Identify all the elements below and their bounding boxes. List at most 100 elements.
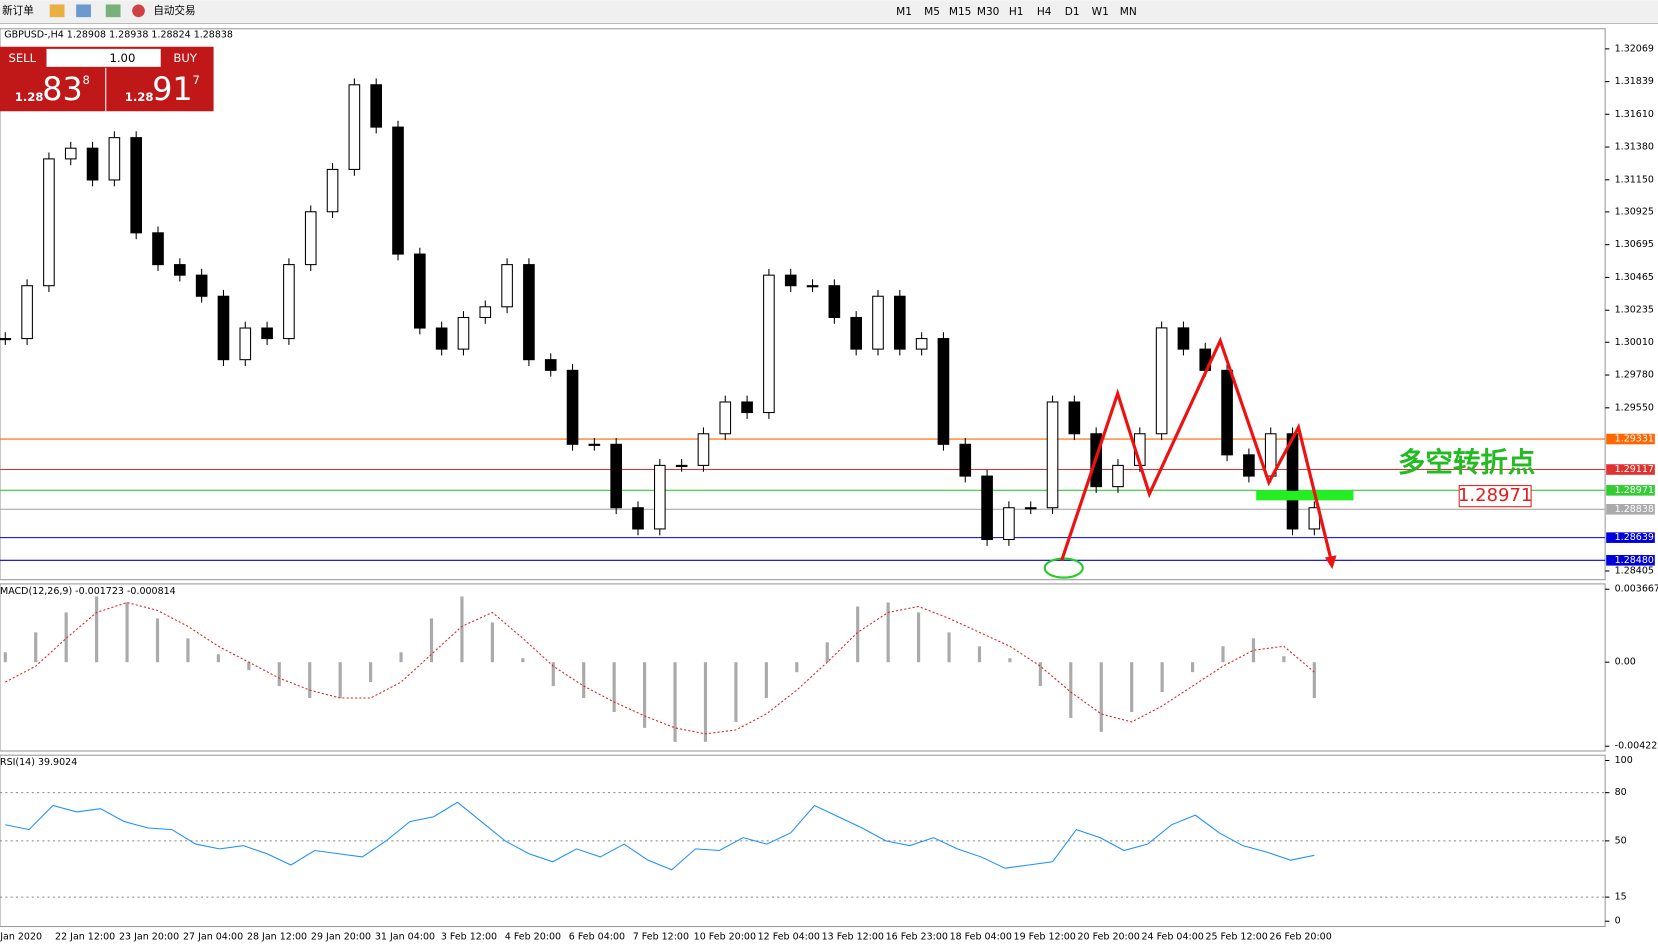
candle bbox=[86, 147, 99, 181]
arrow-head bbox=[1324, 555, 1337, 570]
timeframe-button[interactable]: M1 bbox=[896, 6, 912, 18]
buy-price[interactable]: 91 bbox=[152, 72, 192, 108]
candle bbox=[1068, 401, 1081, 435]
x-tick-label: 23 Jan 20:00 bbox=[119, 932, 179, 943]
buy-pip[interactable]: 7 bbox=[192, 73, 199, 87]
candle bbox=[981, 475, 993, 541]
sell-pip[interactable]: 8 bbox=[82, 73, 89, 87]
level-tag bbox=[1606, 433, 1655, 445]
candle bbox=[108, 137, 121, 181]
candle bbox=[697, 433, 710, 466]
circle-marker bbox=[1043, 557, 1084, 579]
y-tick-label: -0.00422 bbox=[1615, 741, 1658, 752]
candle bbox=[283, 264, 295, 340]
timeframe-button[interactable]: M15 bbox=[949, 6, 972, 18]
x-tick-label: 27 Jan 04:00 bbox=[183, 932, 243, 943]
y-tick-label: 100 bbox=[1615, 755, 1633, 766]
y-tick-label: 1.30010 bbox=[1615, 337, 1654, 348]
y-tick-label: 0.003667 bbox=[1615, 584, 1658, 595]
level-tag bbox=[1606, 504, 1655, 515]
level-label: 1.29117 bbox=[1615, 464, 1654, 475]
x-tick-label: 16 Feb 23:00 bbox=[886, 932, 948, 943]
candle bbox=[1155, 327, 1168, 435]
x-tick-label: 4 Feb 20:00 bbox=[505, 932, 561, 943]
y-tick-label: 15 bbox=[1615, 892, 1627, 903]
new-order-button[interactable]: 新订单 bbox=[2, 4, 34, 17]
level-label: 1.28639 bbox=[1615, 532, 1654, 543]
timeframe-button[interactable]: W1 bbox=[1092, 6, 1109, 18]
candle bbox=[501, 264, 513, 308]
candle bbox=[457, 316, 470, 350]
y-tick-label: 1.30925 bbox=[1615, 206, 1654, 217]
level-label: 1.29331 bbox=[1615, 434, 1654, 445]
toolbar bbox=[0, 0, 1658, 24]
candle bbox=[959, 443, 972, 477]
timeframe-button[interactable]: M5 bbox=[924, 6, 940, 18]
timeframe-button[interactable]: D1 bbox=[1065, 6, 1080, 18]
candle bbox=[937, 338, 950, 445]
sell-prefix[interactable]: 1.28 bbox=[15, 90, 44, 104]
candle bbox=[261, 327, 273, 340]
candle bbox=[588, 443, 601, 446]
auto-trading-button[interactable]: 自动交易 bbox=[153, 4, 195, 17]
lots[interactable]: 1.00 bbox=[109, 51, 135, 65]
candle bbox=[784, 274, 797, 287]
timeframe-button[interactable]: H1 bbox=[1009, 6, 1024, 18]
candle bbox=[1003, 507, 1015, 541]
x-tick-label: 10 Feb 20:00 bbox=[694, 932, 756, 943]
candle bbox=[130, 137, 143, 234]
y-tick-label: 1.31380 bbox=[1615, 142, 1654, 153]
x-tick-label: 28 Jan 12:00 bbox=[247, 932, 307, 943]
timeframes: M1 M5 M15 M30 H1 H4 D1 W1 MN bbox=[896, 6, 1137, 18]
candle bbox=[21, 285, 33, 340]
candle bbox=[915, 338, 928, 350]
sell-button[interactable]: SELL bbox=[8, 51, 36, 65]
y-tick-label: 80 bbox=[1615, 787, 1627, 798]
macd-label: MACD(12,26,9) -0.001723 -0.000814 bbox=[0, 586, 176, 597]
candle bbox=[872, 295, 884, 350]
candle bbox=[0, 338, 12, 341]
timeframe-button[interactable]: M30 bbox=[977, 6, 1000, 18]
auto-trading-icon[interactable] bbox=[132, 4, 145, 18]
level-tag bbox=[1606, 485, 1655, 496]
y-tick-label: 0.00 bbox=[1615, 657, 1636, 668]
x-tick-label: 29 Jan 20:00 bbox=[311, 932, 371, 943]
level-label: 1.28971 bbox=[1615, 485, 1654, 496]
timeframe-button[interactable]: H4 bbox=[1037, 6, 1052, 18]
candle bbox=[348, 84, 361, 170]
icon[interactable] bbox=[105, 4, 121, 18]
icon[interactable] bbox=[76, 4, 91, 18]
macd-signal bbox=[5, 601, 1315, 735]
level-tag bbox=[1606, 464, 1655, 475]
x-tick-label: 7 Feb 12:00 bbox=[633, 932, 689, 943]
x-tick-label: 25 Feb 12:00 bbox=[1205, 932, 1267, 943]
candle bbox=[392, 126, 404, 255]
buy-button[interactable]: BUY bbox=[173, 51, 197, 65]
x-tick-label: 3 Feb 12:00 bbox=[441, 932, 497, 943]
candle bbox=[1112, 464, 1124, 488]
candle bbox=[675, 464, 688, 467]
level-label: 1.28480 bbox=[1615, 555, 1654, 566]
candle bbox=[1177, 327, 1190, 350]
candle bbox=[195, 274, 208, 297]
level-tag bbox=[1606, 555, 1655, 566]
y-tick-label: 1.28405 bbox=[1615, 565, 1654, 576]
x-tick-label: Jan 2020 bbox=[0, 932, 42, 943]
plot: 1.32069 1.31839 1.31610 1.31380 1.31150 1.309… bbox=[0, 43, 1658, 943]
sell-price[interactable]: 83 bbox=[42, 72, 82, 108]
buy-prefix[interactable]: 1.28 bbox=[125, 90, 154, 104]
candle bbox=[850, 316, 862, 350]
candle bbox=[566, 369, 579, 445]
candle bbox=[1024, 507, 1037, 510]
x-tick-label: 24 Feb 04:00 bbox=[1141, 932, 1203, 943]
x-tick-label: 6 Feb 04:00 bbox=[569, 932, 625, 943]
y-tick-label: 1.29550 bbox=[1615, 402, 1654, 413]
candle bbox=[435, 327, 448, 350]
candle bbox=[654, 464, 666, 530]
timeframe-button[interactable]: MN bbox=[1120, 6, 1137, 18]
icon[interactable] bbox=[49, 4, 65, 18]
x-tick-label: 13 Feb 12:00 bbox=[822, 932, 884, 943]
y-tick-label: 1.29780 bbox=[1615, 370, 1654, 381]
lots-box[interactable] bbox=[46, 48, 161, 67]
